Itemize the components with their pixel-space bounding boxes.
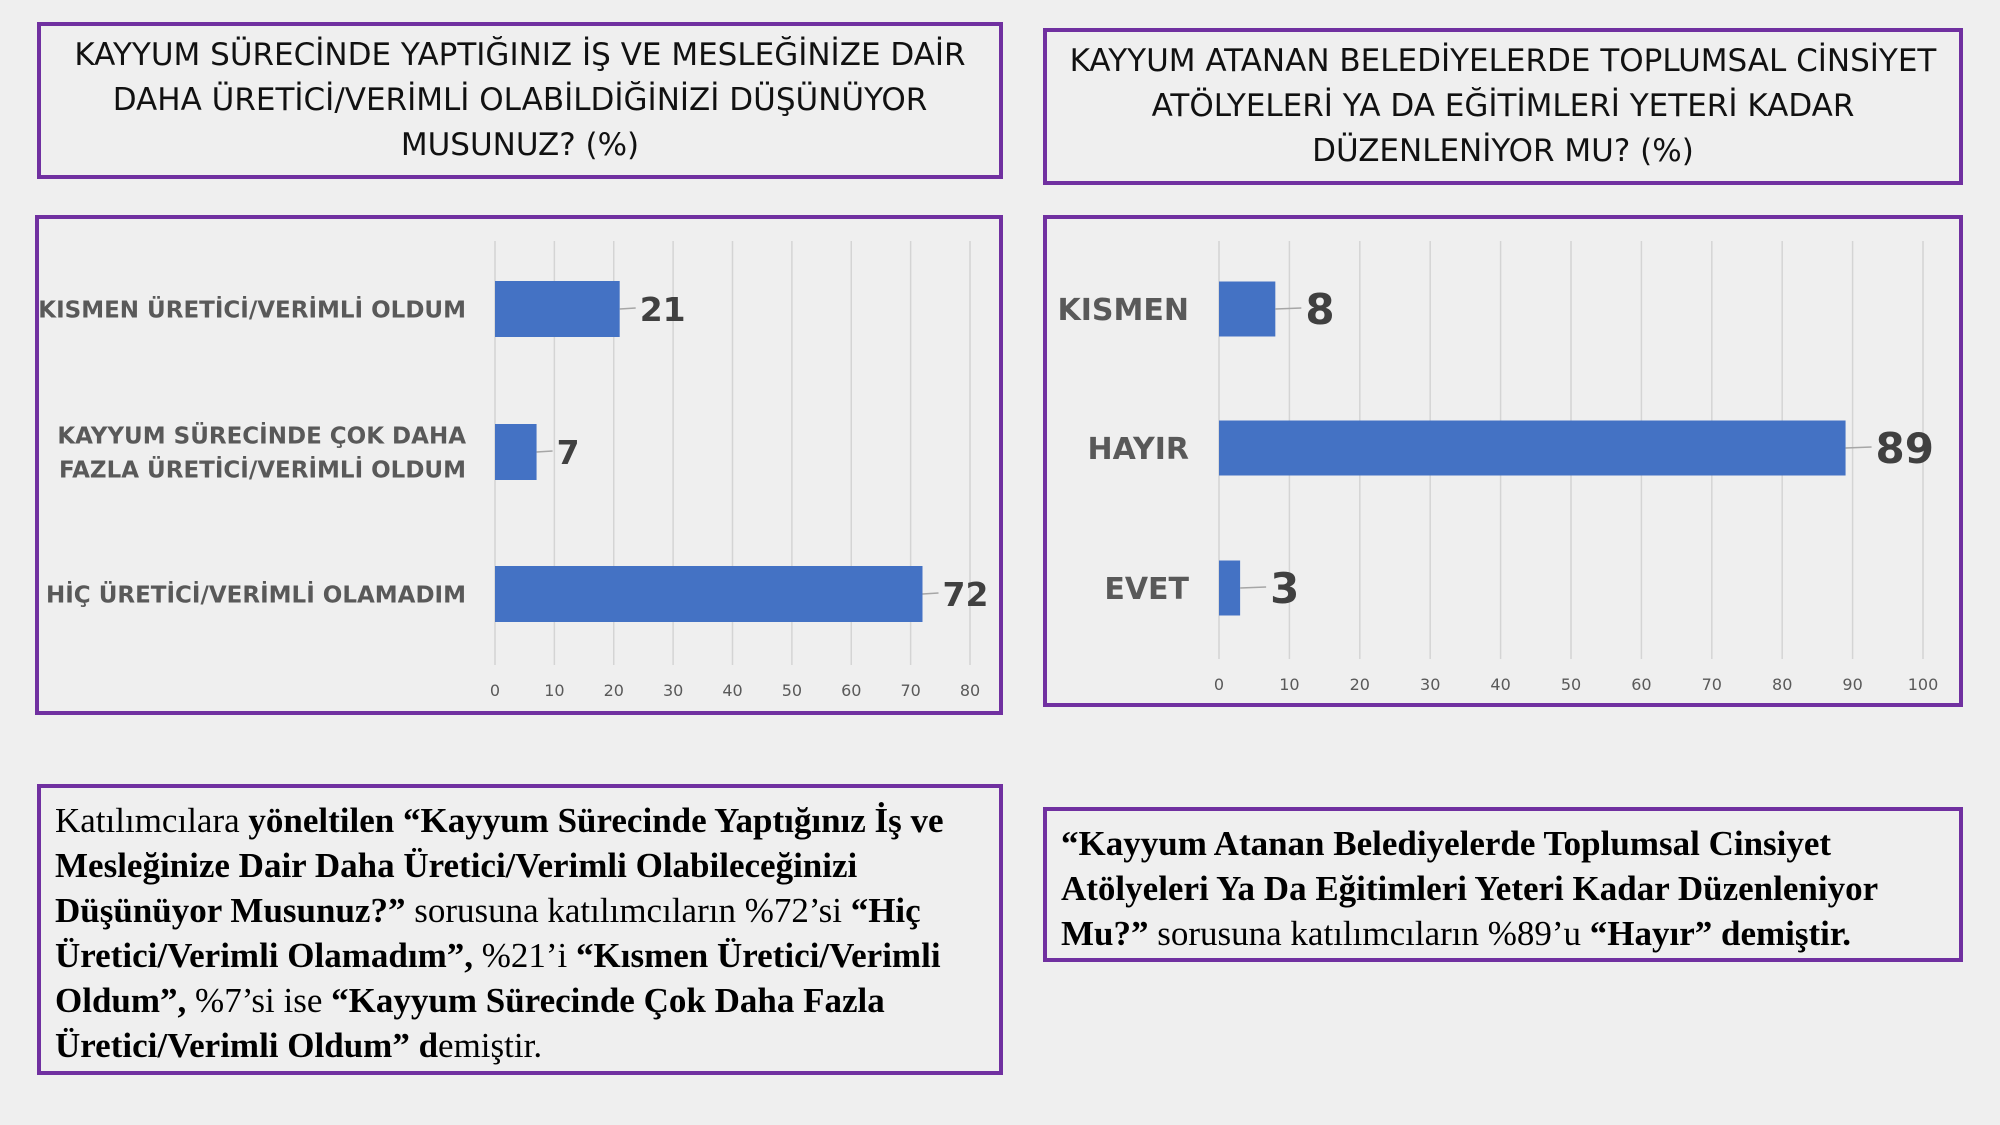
left-chart-title: KAYYUM SÜRECİNDE YAPTIĞINIZ İŞ VE MESLEĞ…: [74, 37, 966, 163]
x-tick-label: 40: [722, 681, 742, 700]
desc-text: %21’i: [472, 936, 577, 975]
x-tick-label: 60: [1631, 675, 1651, 694]
data-label-leader: [619, 307, 636, 310]
data-label: 8: [1305, 285, 1334, 334]
x-tick-label: 70: [900, 681, 920, 700]
data-label: 89: [1876, 424, 1934, 473]
desc-text: Katılımcılara: [55, 801, 249, 840]
x-tick-label: 40: [1490, 675, 1510, 694]
right-description-box: “Kayyum Atanan Belediyelerde Toplumsal C…: [1043, 807, 1963, 962]
desc-bold: “Kayyum Sürecinde Çok Daha Fazla Üretici…: [55, 981, 885, 1065]
category-label: HİÇ ÜRETİCİ/VERİMLİ OLAMADIM: [46, 580, 466, 608]
data-label-leader: [1275, 307, 1302, 310]
category-label: FAZLA ÜRETİCİ/VERİMLİ OLDUM: [59, 455, 466, 483]
x-tick-label: 0: [1214, 675, 1224, 694]
x-tick-label: 20: [1350, 675, 1370, 694]
x-tick-label: 20: [604, 681, 624, 700]
desc-text: sorusuna katılımcıların %89’u: [1148, 914, 1590, 953]
right-chart-title: KAYYUM ATANAN BELEDİYELERDE TOPLUMSAL Cİ…: [1069, 43, 1937, 169]
bar: [495, 566, 923, 622]
desc-bold: yöneltilen “Kayyum Sürecinde Yaptığınız …: [55, 801, 944, 930]
left-description-box: Katılımcılara yöneltilen “Kayyum Sürecin…: [37, 784, 1003, 1075]
x-tick-label: 30: [663, 681, 683, 700]
desc-text: emiştir.: [438, 1026, 543, 1065]
data-label: 21: [640, 290, 686, 329]
x-tick-label: 90: [1842, 675, 1862, 694]
x-tick-label: 100: [1908, 675, 1939, 694]
x-tick-label: 10: [1279, 675, 1299, 694]
desc-bold: “Kısmen Üretici/Verimli Oldum”,: [55, 936, 941, 1020]
bar: [495, 281, 620, 337]
x-tick-label: 10: [544, 681, 564, 700]
left-bar-chart: 0 10 20 30 40 50 60 70 80 21 KISMEN ÜRETİCİ/VERİML…: [38, 241, 989, 700]
x-tick-label: 80: [960, 681, 980, 700]
left-chart-box: 0 10 20 30 40 50 60 70 80 21 KISMEN ÜRETİCİ/VERİML…: [35, 215, 1003, 715]
right-title-box: KAYYUM ATANAN BELEDİYELERDE TOPLUMSAL Cİ…: [1043, 28, 1963, 185]
desc-text: %7’si ise: [186, 981, 332, 1020]
right-description: “Kayyum Atanan Belediyelerde Toplumsal C…: [1047, 811, 1959, 966]
category-label: EVET: [1104, 572, 1189, 607]
x-tick-label: 50: [1561, 675, 1581, 694]
data-label: 3: [1270, 564, 1299, 613]
category-label: KISMEN: [1058, 293, 1189, 328]
desc-bold: “Hayır” demiştir.: [1589, 914, 1851, 953]
x-tick-label: 0: [490, 681, 500, 700]
bar: [1219, 420, 1846, 476]
desc-text: sorusuna katılımcıların %72’si: [405, 891, 851, 930]
bar: [1219, 560, 1241, 616]
left-title-box: KAYYUM SÜRECİNDE YAPTIĞINIZ İŞ VE MESLEĞ…: [37, 22, 1003, 179]
left-description: Katılımcılara yöneltilen “Kayyum Sürecin…: [41, 788, 999, 1078]
desc-bold: “Kayyum Atanan Belediyelerde Toplumsal C…: [1061, 824, 1878, 953]
x-tick-label: 30: [1420, 675, 1440, 694]
right-chart-box: 0 10 20 30 40 50 60 70 80 90 100 8 KISMEN 89 HAYIR 3 EVE…: [1043, 215, 1963, 707]
bar: [1219, 281, 1276, 337]
category-label: KAYYUM SÜRECİNDE ÇOK DAHA: [57, 421, 466, 449]
data-label: 72: [943, 575, 989, 614]
data-label-leader: [536, 450, 553, 453]
data-label-leader: [1845, 446, 1872, 449]
desc-bold: “Hiç Üretici/Verimli Olamadım”,: [55, 891, 921, 975]
category-label: HAYIR: [1088, 432, 1189, 467]
bar: [495, 424, 537, 480]
x-tick-label: 50: [782, 681, 802, 700]
x-tick-label: 60: [841, 681, 861, 700]
x-tick-label: 80: [1772, 675, 1792, 694]
data-label-leader: [1240, 586, 1267, 589]
data-label: 7: [557, 433, 580, 472]
category-label: KISMEN ÜRETİCİ/VERİMLİ OLDUM: [39, 295, 466, 323]
x-tick-label: 70: [1702, 675, 1722, 694]
data-label-leader: [922, 592, 939, 595]
right-bar-chart: 0 10 20 30 40 50 60 70 80 90 100 8 KISMEN 89 HAYIR 3 EVE…: [1058, 241, 1939, 694]
